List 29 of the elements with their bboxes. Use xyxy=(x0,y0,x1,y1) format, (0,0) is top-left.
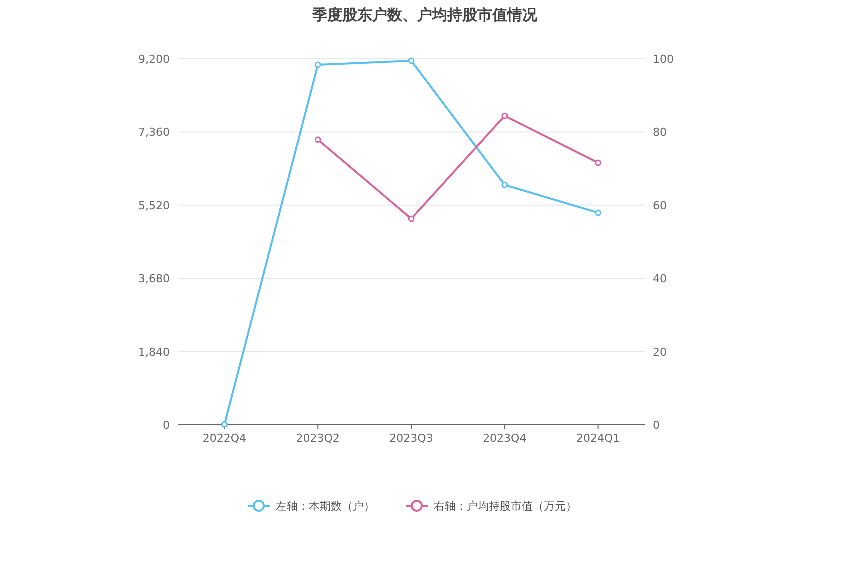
x-tick-label: 2023Q2 xyxy=(296,432,340,445)
y-tick-label: 0 xyxy=(163,419,170,432)
y-tick-label: 3,680 xyxy=(138,272,170,286)
point xyxy=(595,210,602,216)
y2-tick-label: 20 xyxy=(653,346,667,359)
x-tick-label: 2022Q4 xyxy=(202,432,247,445)
y2-tick-label: 0 xyxy=(653,419,660,432)
point xyxy=(595,160,602,166)
legend-label: 右轴：户均持股市值（万元） xyxy=(434,500,577,513)
y-tick-label: 9,200 xyxy=(138,53,170,66)
chart-title: 季度股东户数、户均持股市值情况 xyxy=(312,6,538,24)
y2-tick-label: 100 xyxy=(653,53,674,66)
point xyxy=(408,216,415,222)
y-tick-label: 1,840 xyxy=(138,346,170,359)
y-tick-label: 5,520 xyxy=(138,199,170,212)
x-tick-label: 2024Q1 xyxy=(576,432,620,445)
point xyxy=(502,182,508,188)
legend-label: 左轴：本期数（户） xyxy=(276,500,375,513)
y2-tick-label: 40 xyxy=(653,272,667,286)
point xyxy=(408,58,415,64)
y2-tick-label: 60 xyxy=(653,199,667,212)
point xyxy=(221,421,228,428)
point xyxy=(502,112,508,120)
point xyxy=(314,136,322,144)
x-tick-label: 2023Q3 xyxy=(390,432,434,445)
point xyxy=(314,62,322,68)
y2-tick-label: 80 xyxy=(653,126,667,140)
x-tick-label: 2023Q4 xyxy=(483,432,527,445)
y-tick-label: 7,360 xyxy=(138,126,170,140)
